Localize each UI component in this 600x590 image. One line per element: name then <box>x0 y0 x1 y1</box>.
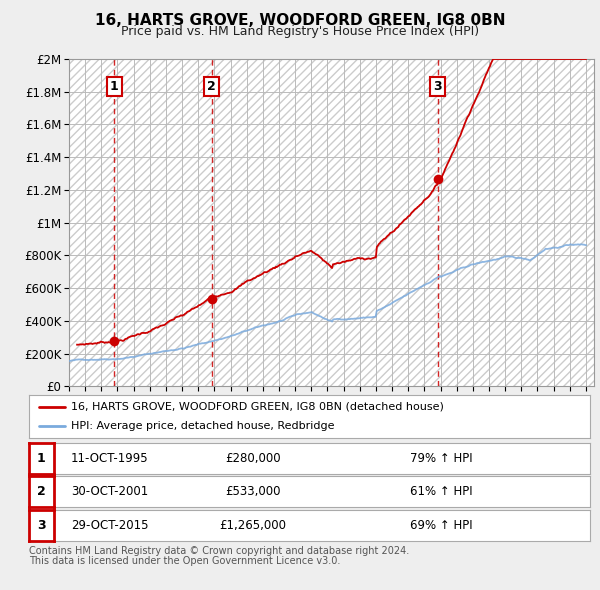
Text: 3: 3 <box>433 80 442 93</box>
Text: £533,000: £533,000 <box>226 485 281 499</box>
Text: 79% ↑ HPI: 79% ↑ HPI <box>410 451 473 465</box>
Text: 11-OCT-1995: 11-OCT-1995 <box>71 451 149 465</box>
Text: 61% ↑ HPI: 61% ↑ HPI <box>410 485 473 499</box>
Text: 2: 2 <box>37 485 46 499</box>
Text: 1: 1 <box>37 451 46 465</box>
Text: 30-OCT-2001: 30-OCT-2001 <box>71 485 148 499</box>
Text: 29-OCT-2015: 29-OCT-2015 <box>71 519 148 532</box>
Text: 69% ↑ HPI: 69% ↑ HPI <box>410 519 473 532</box>
Text: 1: 1 <box>110 80 118 93</box>
Text: Contains HM Land Registry data © Crown copyright and database right 2024.: Contains HM Land Registry data © Crown c… <box>29 546 409 556</box>
Text: HPI: Average price, detached house, Redbridge: HPI: Average price, detached house, Redb… <box>71 421 334 431</box>
Text: 3: 3 <box>37 519 46 532</box>
Text: £1,265,000: £1,265,000 <box>220 519 287 532</box>
Text: 16, HARTS GROVE, WOODFORD GREEN, IG8 0BN (detached house): 16, HARTS GROVE, WOODFORD GREEN, IG8 0BN… <box>71 402 444 412</box>
Text: This data is licensed under the Open Government Licence v3.0.: This data is licensed under the Open Gov… <box>29 556 340 566</box>
Text: £280,000: £280,000 <box>226 451 281 465</box>
Text: 2: 2 <box>207 80 216 93</box>
Text: Price paid vs. HM Land Registry's House Price Index (HPI): Price paid vs. HM Land Registry's House … <box>121 25 479 38</box>
Text: 16, HARTS GROVE, WOODFORD GREEN, IG8 0BN: 16, HARTS GROVE, WOODFORD GREEN, IG8 0BN <box>95 13 505 28</box>
